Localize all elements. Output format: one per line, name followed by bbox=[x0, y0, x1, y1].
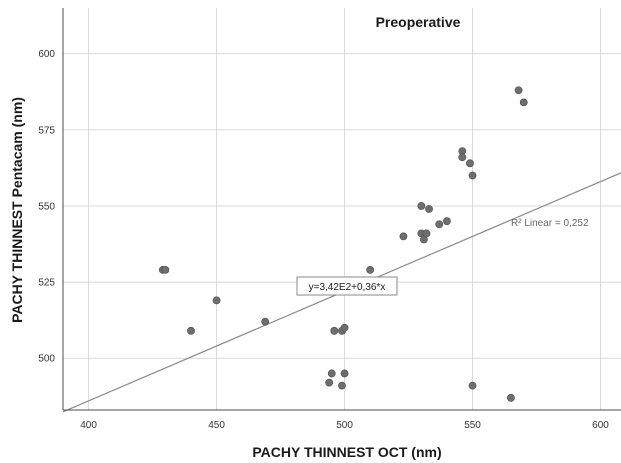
data-point bbox=[400, 233, 407, 240]
data-point bbox=[328, 370, 335, 377]
equation-box: y=3,42E2+0,36*x bbox=[297, 277, 397, 295]
y-axis-title: PACHY THINNEST Pentacam (nm) bbox=[9, 97, 25, 323]
data-point bbox=[515, 87, 522, 94]
data-point bbox=[162, 266, 169, 273]
data-point bbox=[459, 154, 466, 161]
y-tick-label: 575 bbox=[38, 125, 55, 136]
data-point bbox=[443, 218, 450, 225]
y-tick-label: 550 bbox=[38, 201, 55, 212]
data-point bbox=[436, 221, 443, 228]
x-tick-label: 600 bbox=[592, 420, 609, 431]
equation-label: y=3,42E2+0,36*x bbox=[309, 282, 386, 293]
data-point bbox=[418, 202, 425, 209]
data-point bbox=[213, 297, 220, 304]
data-point bbox=[341, 370, 348, 377]
data-point bbox=[469, 382, 476, 389]
data-point bbox=[338, 382, 345, 389]
y-tick-label: 600 bbox=[38, 49, 55, 60]
y-tick-label: 525 bbox=[38, 278, 55, 289]
r2-label: R² Linear = 0,252 bbox=[511, 218, 589, 229]
data-point bbox=[466, 160, 473, 167]
data-point bbox=[331, 327, 338, 334]
x-axis-title: PACHY THINNEST OCT (nm) bbox=[252, 444, 441, 460]
y-tick-label: 500 bbox=[38, 354, 55, 365]
data-point bbox=[423, 230, 430, 237]
x-tick-label: 400 bbox=[80, 420, 97, 431]
data-point bbox=[520, 99, 527, 106]
data-point bbox=[187, 327, 194, 334]
x-tick-label: 550 bbox=[464, 420, 481, 431]
data-point bbox=[262, 318, 269, 325]
x-tick-label: 450 bbox=[208, 420, 225, 431]
data-point bbox=[425, 205, 432, 212]
data-point bbox=[341, 324, 348, 331]
chart-title: Preoperative bbox=[376, 14, 461, 30]
data-point bbox=[326, 379, 333, 386]
x-tick-label: 500 bbox=[336, 420, 353, 431]
data-point bbox=[507, 394, 514, 401]
data-point bbox=[469, 172, 476, 179]
data-point bbox=[367, 266, 374, 273]
